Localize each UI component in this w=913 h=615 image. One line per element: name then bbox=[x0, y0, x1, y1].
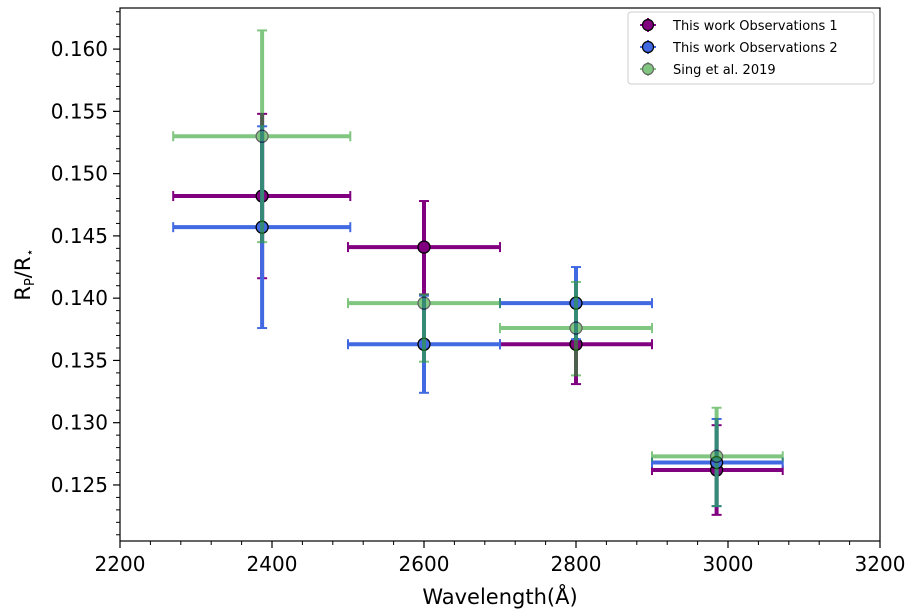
data-point bbox=[255, 129, 269, 143]
y-label-main: R bbox=[11, 286, 35, 301]
y-label-mid: /R bbox=[11, 257, 35, 279]
legend: This work Observations 1 This work Observ… bbox=[627, 11, 875, 85]
x-tick-label: 3000 bbox=[703, 552, 754, 576]
tick-layer: 2200 2400 2600 2800 3000 3200 0.125 0.130 0.135 0… bbox=[51, 11, 906, 576]
y-tick-label: 0.135 bbox=[51, 348, 108, 372]
x-tick-label: 2800 bbox=[551, 552, 602, 576]
data-point bbox=[417, 240, 431, 254]
legend-marker-dot bbox=[641, 18, 655, 32]
x-tick-label: 2600 bbox=[399, 552, 450, 576]
legend-marker bbox=[640, 62, 656, 76]
data-point bbox=[417, 296, 431, 310]
plot-frame bbox=[119, 7, 881, 542]
legend-label: Sing et al. 2019 bbox=[673, 63, 776, 78]
series-layer bbox=[172, 29, 784, 516]
legend-label: This work Observations 1 bbox=[672, 19, 838, 34]
legend-marker bbox=[640, 40, 656, 54]
y-tick-label: 0.140 bbox=[51, 286, 108, 310]
y-tick-label: 0.125 bbox=[51, 473, 108, 497]
x-axis-label: Wavelength(Å) bbox=[422, 583, 577, 609]
legend-marker-dot bbox=[641, 40, 655, 54]
x-tick-label: 2200 bbox=[95, 552, 146, 576]
y-tick-label: 0.155 bbox=[51, 99, 108, 123]
legend-label: This work Observations 2 bbox=[672, 41, 838, 56]
x-tick-label: 2400 bbox=[247, 552, 298, 576]
legend-marker bbox=[640, 18, 656, 32]
y-tick-label: 0.145 bbox=[51, 224, 108, 248]
series-3 bbox=[172, 29, 784, 508]
y-axis-label: RP/R⋆ bbox=[11, 248, 38, 300]
y-tick-label: 0.160 bbox=[51, 37, 108, 61]
legend-marker-dot bbox=[641, 62, 655, 76]
x-tick-label: 3200 bbox=[855, 552, 906, 576]
y-label-sub2: ⋆ bbox=[23, 248, 38, 256]
data-point bbox=[569, 321, 583, 335]
y-tick-label: 0.130 bbox=[51, 411, 108, 435]
y-label-sub1: P bbox=[23, 278, 38, 286]
data-point bbox=[709, 449, 724, 463]
series-2 bbox=[172, 125, 784, 508]
legend-box bbox=[627, 11, 875, 85]
y-tick-label: 0.150 bbox=[51, 162, 108, 186]
